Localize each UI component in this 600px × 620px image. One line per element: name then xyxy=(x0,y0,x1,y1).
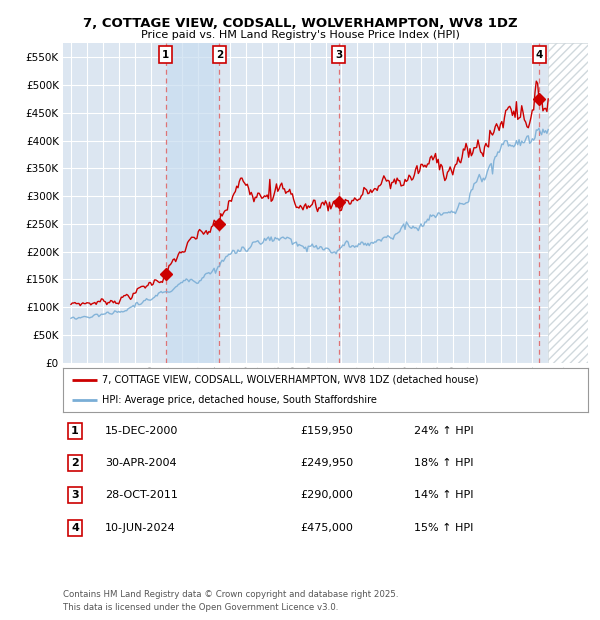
Text: 14% ↑ HPI: 14% ↑ HPI xyxy=(414,490,473,500)
Text: £475,000: £475,000 xyxy=(300,523,353,533)
Text: 10-JUN-2024: 10-JUN-2024 xyxy=(105,523,176,533)
Text: 15-DEC-2000: 15-DEC-2000 xyxy=(105,426,178,436)
Text: 18% ↑ HPI: 18% ↑ HPI xyxy=(414,458,473,468)
Text: 3: 3 xyxy=(71,490,79,500)
Text: £290,000: £290,000 xyxy=(300,490,353,500)
Bar xyxy=(548,43,588,363)
Text: 1: 1 xyxy=(71,426,79,436)
Text: 7, COTTAGE VIEW, CODSALL, WOLVERHAMPTON, WV8 1DZ (detached house): 7, COTTAGE VIEW, CODSALL, WOLVERHAMPTON,… xyxy=(103,374,479,385)
Text: 24% ↑ HPI: 24% ↑ HPI xyxy=(414,426,473,436)
Text: £159,950: £159,950 xyxy=(300,426,353,436)
Text: 3: 3 xyxy=(335,50,342,60)
Text: Contains HM Land Registry data © Crown copyright and database right 2025.
This d: Contains HM Land Registry data © Crown c… xyxy=(63,590,398,613)
Text: 28-OCT-2011: 28-OCT-2011 xyxy=(105,490,178,500)
Text: 15% ↑ HPI: 15% ↑ HPI xyxy=(414,523,473,533)
Text: 2: 2 xyxy=(216,50,223,60)
Text: 4: 4 xyxy=(536,50,543,60)
Text: 2: 2 xyxy=(71,458,79,468)
Text: 1: 1 xyxy=(162,50,169,60)
Text: 7, COTTAGE VIEW, CODSALL, WOLVERHAMPTON, WV8 1DZ: 7, COTTAGE VIEW, CODSALL, WOLVERHAMPTON,… xyxy=(83,17,517,30)
Text: HPI: Average price, detached house, South Staffordshire: HPI: Average price, detached house, Sout… xyxy=(103,395,377,405)
Text: Price paid vs. HM Land Registry's House Price Index (HPI): Price paid vs. HM Land Registry's House … xyxy=(140,30,460,40)
Text: 30-APR-2004: 30-APR-2004 xyxy=(105,458,176,468)
Text: 4: 4 xyxy=(71,523,79,533)
Text: £249,950: £249,950 xyxy=(300,458,353,468)
Bar xyxy=(166,43,220,363)
Bar xyxy=(548,43,588,363)
